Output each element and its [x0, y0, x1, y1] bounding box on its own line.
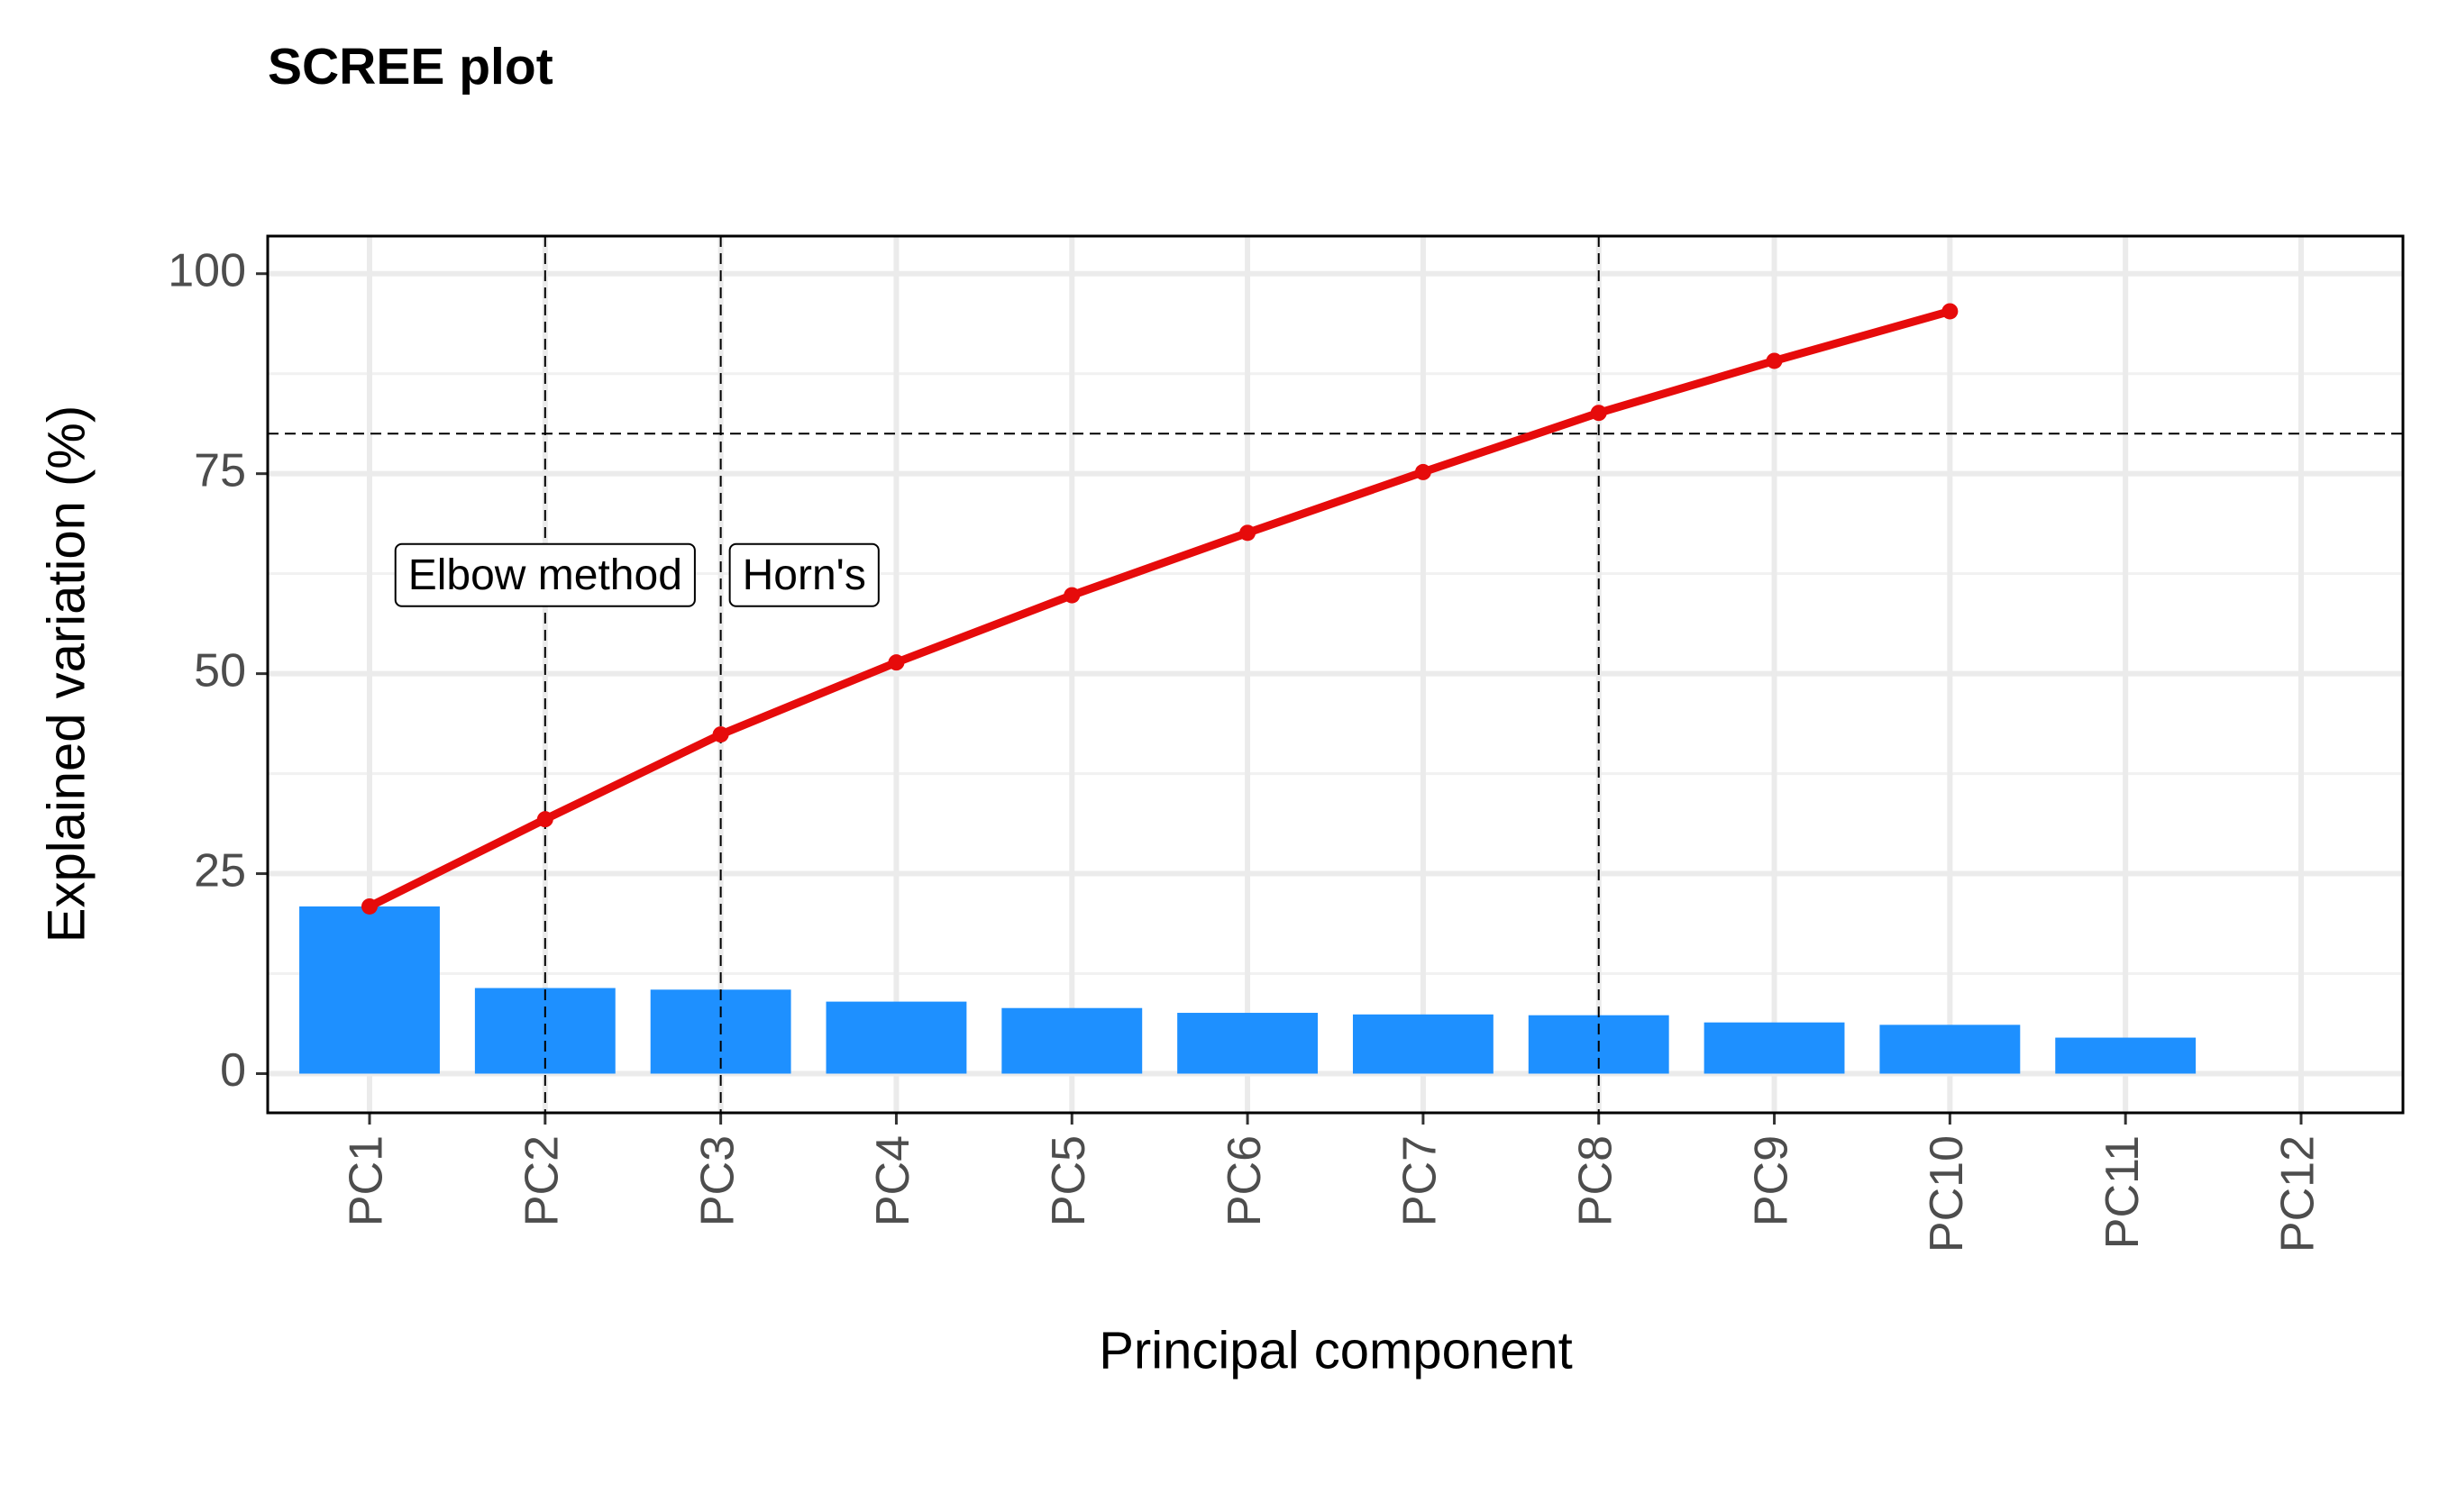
bar — [1001, 1007, 1143, 1074]
bar — [1352, 1014, 1494, 1074]
x-tick-label: PC6 — [1219, 1135, 1271, 1226]
plot-border — [266, 234, 2405, 1115]
cumulative-line — [367, 307, 1951, 910]
x-tick-label: PC2 — [516, 1135, 569, 1226]
y-axis-title: Explained variation (%) — [37, 405, 96, 943]
line-point — [1064, 587, 1081, 604]
line-point — [1590, 405, 1607, 422]
line-point — [888, 654, 905, 671]
bar — [1177, 1013, 1319, 1074]
line-point — [536, 811, 553, 828]
annotation-box — [728, 542, 880, 607]
x-tick-label: PC10 — [1921, 1135, 1973, 1252]
x-tick-label: PC5 — [1043, 1135, 1095, 1226]
x-tick-label: PC4 — [867, 1135, 919, 1226]
y-tick-label: 0 — [220, 1044, 246, 1097]
line-point — [1414, 463, 1431, 480]
bar — [299, 906, 440, 1074]
bar — [2055, 1037, 2197, 1074]
x-tick-label: PC12 — [2272, 1135, 2325, 1252]
y-tick-label: 100 — [168, 244, 246, 296]
line-point — [1766, 352, 1783, 369]
x-tick-label: PC1 — [341, 1135, 393, 1226]
line-point — [1941, 303, 1959, 320]
bar — [1879, 1025, 2021, 1074]
annotation: Elbow method — [394, 542, 696, 607]
line-point — [361, 897, 378, 915]
annotation-label: Horn's — [743, 551, 866, 599]
line-point — [712, 726, 729, 743]
annotation: Horn's — [728, 542, 880, 607]
y-tick-label: 50 — [194, 644, 246, 697]
annotation-box — [394, 542, 696, 607]
x-axis-title: Principal component — [1099, 1321, 1573, 1380]
annotation-label: Elbow method — [408, 551, 682, 599]
x-tick-label: PC3 — [691, 1135, 744, 1226]
x-tick-label: PC8 — [1569, 1135, 1621, 1226]
bar — [826, 1001, 967, 1074]
x-tick-label: PC9 — [1745, 1135, 1797, 1226]
bar — [1704, 1022, 1845, 1074]
chart-title: SCREE plot — [268, 38, 553, 96]
y-tick-label: 25 — [194, 844, 246, 897]
y-tick-label: 75 — [194, 444, 246, 496]
line-point — [1239, 524, 1256, 542]
x-tick-label: PC7 — [1394, 1135, 1447, 1226]
x-tick-label: PC11 — [2096, 1135, 2149, 1249]
